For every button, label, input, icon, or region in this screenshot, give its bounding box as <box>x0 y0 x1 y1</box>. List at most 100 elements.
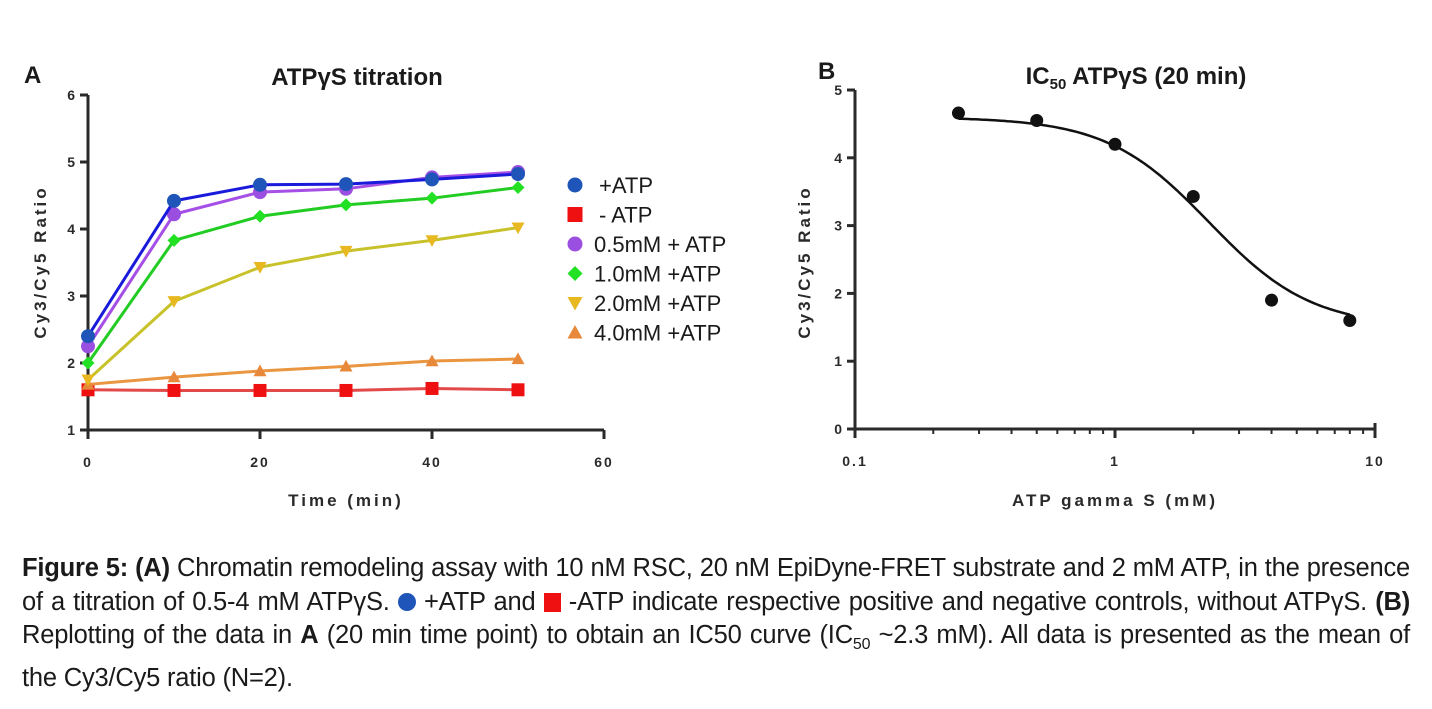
data-point <box>1030 114 1044 128</box>
data-point <box>339 177 353 192</box>
data-point <box>167 383 181 397</box>
series-line-1 <box>87 386 519 392</box>
panel-b: B IC50 ATPγS (20 min) Cy3/Cy5 Ratio ATP … <box>795 58 1385 510</box>
panel-a-series <box>81 165 525 397</box>
legend-marker-icon <box>567 266 583 281</box>
panel-b-y-tick-label: 1 <box>834 353 842 369</box>
data-point <box>1343 314 1357 328</box>
caption-panel-a: (A) <box>135 554 170 582</box>
panel-a-ylabel: Cy3/Cy5 Ratio <box>31 185 50 338</box>
series-line-2 <box>86 170 519 348</box>
legend-label: +ATP <box>599 173 653 198</box>
panel-a-y-tick-label: 6 <box>67 87 75 103</box>
data-point <box>253 209 267 223</box>
data-point <box>951 106 965 120</box>
caption-text-4: Replotting of the data in <box>22 621 301 649</box>
caption-text-2: +ATP and <box>415 587 544 616</box>
ic50-fit-curve <box>958 117 1351 316</box>
data-point <box>511 180 525 194</box>
panel-a-title: ATPγS titration <box>271 64 443 91</box>
data-point <box>81 374 95 387</box>
legend-marker-icon <box>567 177 583 193</box>
data-point <box>167 370 181 383</box>
legend-label: 1.0mM +ATP <box>594 262 721 287</box>
series-line-4 <box>86 226 519 381</box>
panel-a-y-tick-label: 4 <box>67 221 75 237</box>
caption-subscript-50: 50 <box>852 636 871 653</box>
panel-a-x-tick-label: 60 <box>594 454 614 470</box>
panel-b-axes: 0 1 2 3 4 5 0.1 1 10 <box>834 82 1385 469</box>
figure: A ATPγS titration Cy3/Cy5 Ratio Time (mi… <box>24 58 1385 510</box>
caption-text-1: Chromatin remodeling assay with 10 nM RS… <box>22 554 1410 616</box>
data-point <box>81 329 95 344</box>
caption-text-6: ~2.3 mM). All data is presented as the m… <box>22 621 1410 692</box>
legend-label: 0.5mM + ATP <box>594 232 726 257</box>
legend-label: - ATP <box>599 203 652 228</box>
data-point <box>511 167 525 182</box>
data-point <box>511 352 525 365</box>
panel-b-x-tick-label: 1 <box>1110 453 1120 469</box>
panel-a-y-tick-label: 3 <box>67 288 75 304</box>
legend-label: 2.0mM +ATP <box>594 291 721 316</box>
panel-b-y-tick-label: 2 <box>834 285 842 301</box>
legend-label: 4.0mM +ATP <box>594 321 721 346</box>
caption-text-5: (20 min time point) to obtain an IC50 cu… <box>318 621 853 649</box>
panel-a-xlabel: Time (min) <box>288 491 404 510</box>
panel-b-ylabel: Cy3/Cy5 Ratio <box>795 185 814 338</box>
panel-b-y-tick-label: 5 <box>834 82 842 98</box>
data-point <box>339 359 353 372</box>
data-point <box>511 383 525 397</box>
panel-a-y-tick-label: 1 <box>67 422 75 438</box>
caption-panel-b: (B) <box>1375 587 1410 616</box>
panel-a-y-tick-label: 5 <box>67 154 75 170</box>
legend-marker-icon <box>567 325 583 339</box>
data-point <box>167 207 181 222</box>
legend-marker-icon <box>567 207 583 222</box>
caption-bold-a: A <box>300 621 319 649</box>
panel-b-x-tick-label: 0.1 <box>842 453 867 469</box>
caption-figure-label: Figure 5: <box>22 554 129 582</box>
series-line-0 <box>86 172 519 338</box>
panel-a-label: A <box>24 62 41 89</box>
panel-b-x-tick-label: 10 <box>1365 453 1385 469</box>
data-point <box>1186 189 1200 203</box>
caption-text-3: -ATP indicate respective positive and ne… <box>560 587 1376 616</box>
panel-b-y-tick-label: 3 <box>834 218 842 234</box>
data-point <box>425 191 439 205</box>
data-point <box>1265 293 1279 307</box>
series-line-3 <box>86 185 519 364</box>
data-point <box>511 222 525 235</box>
minus-atp-marker-icon <box>543 592 561 612</box>
panel-b-y-tick-label: 4 <box>834 150 842 166</box>
data-point <box>425 354 439 367</box>
data-point <box>253 261 267 274</box>
figure-caption: Figure 5: (A) Chromatin remodeling assay… <box>22 552 1410 695</box>
panel-b-title-sub: 50 <box>1050 76 1067 93</box>
panel-a-x-tick-label: 20 <box>250 454 270 470</box>
panel-b-label: B <box>818 58 835 85</box>
plus-atp-marker-icon <box>397 592 416 611</box>
data-point <box>253 383 267 397</box>
data-point <box>253 364 267 377</box>
panel-b-title-ic: IC <box>1026 63 1050 90</box>
data-point <box>339 245 353 258</box>
series-line-5 <box>87 357 519 386</box>
legend-marker-icon <box>567 236 583 252</box>
panel-a-x-tick-label: 40 <box>422 454 442 470</box>
panel-a-y-tick-label: 2 <box>67 355 75 371</box>
legend-marker-icon <box>567 297 583 311</box>
data-point <box>425 381 439 395</box>
panel-b-y-tick-label: 0 <box>834 421 842 437</box>
data-point <box>339 383 353 397</box>
panel-b-plot <box>951 106 1357 328</box>
data-point <box>425 235 439 247</box>
data-point <box>339 198 353 212</box>
panel-a: A ATPγS titration Cy3/Cy5 Ratio Time (mi… <box>24 62 726 510</box>
data-point <box>425 172 439 187</box>
panel-a-x-tick-label: 0 <box>83 454 93 470</box>
data-point <box>1108 137 1122 151</box>
data-point <box>81 339 95 354</box>
data-point <box>167 296 181 308</box>
data-point <box>253 177 267 192</box>
